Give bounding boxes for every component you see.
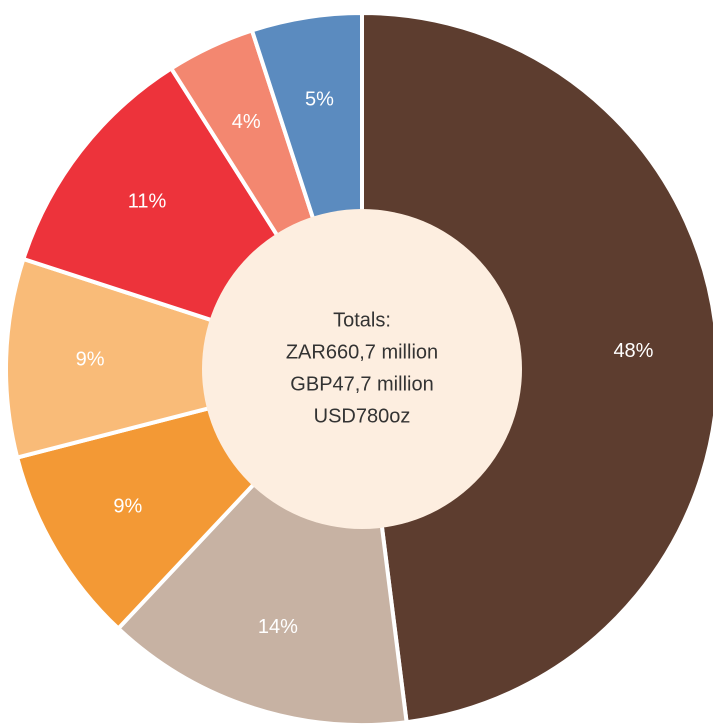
data-label: 9%: [113, 496, 142, 518]
data-label: 48%: [613, 340, 653, 362]
data-label: 11%: [128, 191, 167, 213]
data-label: 9%: [76, 349, 105, 371]
center-text: USD780oz: [314, 405, 411, 427]
center-text: ZAR660,7 million: [286, 341, 438, 363]
slice: [4, 256, 370, 460]
data-label: 5%: [305, 89, 334, 111]
center-text: Totals:: [333, 309, 391, 331]
center-circle: [202, 209, 522, 529]
data-label: 14%: [258, 616, 298, 638]
center-text: GBP47,7 million: [290, 373, 433, 395]
slice: [360, 10, 713, 725]
data-label: 4%: [232, 111, 261, 133]
